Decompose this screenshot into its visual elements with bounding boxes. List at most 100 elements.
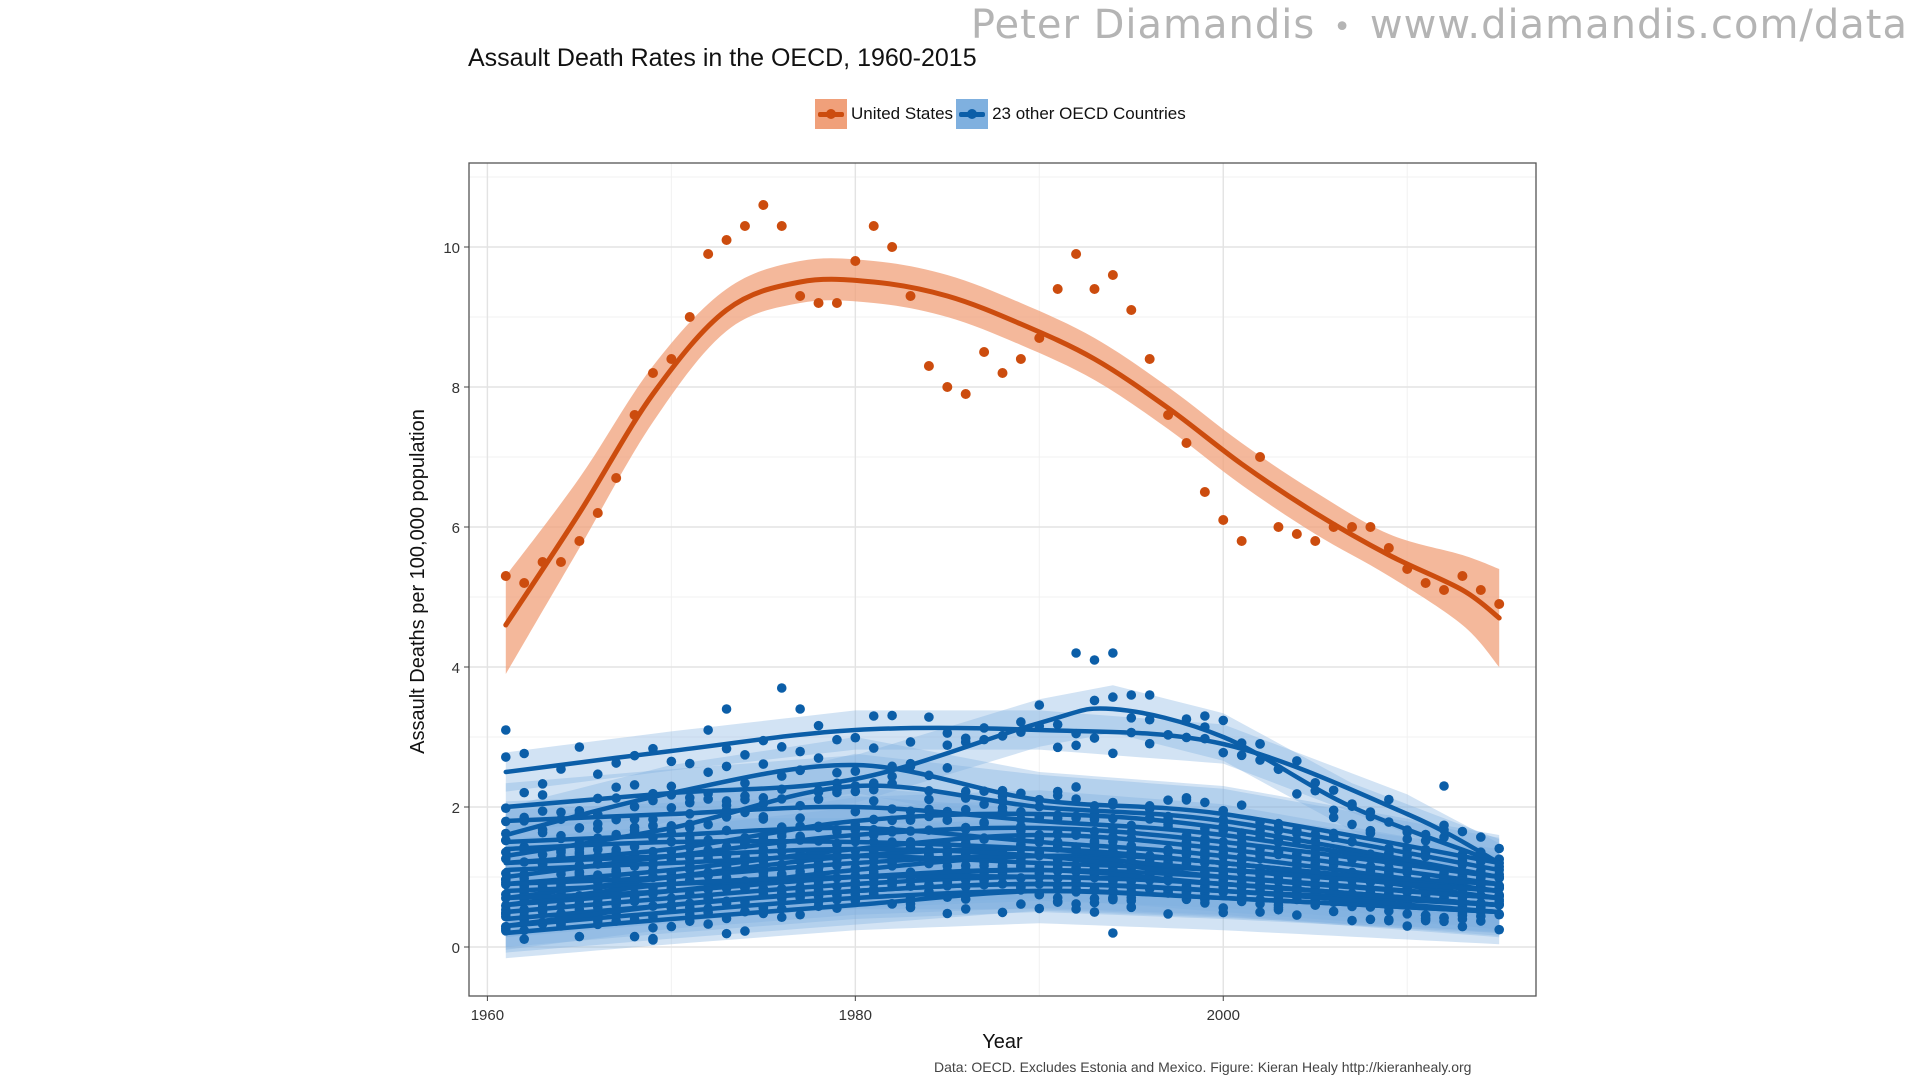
oecd-point xyxy=(1402,909,1413,919)
oecd-point xyxy=(1328,812,1339,823)
oecd-point xyxy=(832,767,842,778)
us-point xyxy=(1199,487,1210,497)
x-tick-label: 1980 xyxy=(839,1007,872,1024)
oecd-point xyxy=(850,732,861,743)
oecd-point xyxy=(1494,924,1505,935)
legend: United States 23 other OECD Countries xyxy=(815,98,1189,130)
oecd-point xyxy=(942,740,953,751)
us-point xyxy=(1089,284,1100,294)
oecd-smooth-line xyxy=(503,783,1502,873)
oecd-point xyxy=(1108,928,1118,938)
oecd-point xyxy=(758,811,769,822)
oecd-point xyxy=(1200,711,1210,721)
us-point xyxy=(758,200,769,210)
oecd-point xyxy=(1144,738,1155,749)
oecd-point xyxy=(776,683,787,693)
oecd-point xyxy=(1089,897,1100,908)
oecd-point xyxy=(666,803,677,813)
oecd-point xyxy=(537,779,548,789)
oecd-point xyxy=(1181,795,1192,805)
oecd-point xyxy=(1328,785,1339,796)
oecd-point xyxy=(666,781,677,792)
legend-item-united-states: United States xyxy=(815,99,953,129)
oecd-point xyxy=(1384,794,1394,805)
oecd-point xyxy=(703,794,713,804)
us-point xyxy=(592,508,603,518)
oecd-smooth-line xyxy=(503,853,1502,894)
us-smooth-line xyxy=(503,276,1502,628)
us-point xyxy=(905,291,916,301)
us-point xyxy=(1475,585,1486,595)
us-point xyxy=(1365,522,1376,532)
oecd-point xyxy=(795,746,805,757)
oecd-point xyxy=(758,759,769,769)
oecd-point xyxy=(611,758,621,768)
us-point xyxy=(1052,284,1063,294)
oecd-point xyxy=(1052,897,1063,907)
us-point xyxy=(1273,522,1284,532)
us-point xyxy=(721,235,732,245)
oecd-point xyxy=(703,819,713,830)
oecd-point xyxy=(740,750,750,760)
oecd-smooth-line xyxy=(503,811,1502,880)
oecd-point xyxy=(703,919,713,929)
oecd-point xyxy=(960,904,971,914)
oecd-point xyxy=(537,827,548,838)
y-tick-label: 10 xyxy=(443,240,460,257)
us-point xyxy=(979,347,990,357)
oecd-point xyxy=(905,737,916,747)
oecd-point xyxy=(1108,648,1118,658)
oecd-point xyxy=(1108,692,1118,702)
oecd-point xyxy=(1016,717,1026,727)
oecd-smooth-line xyxy=(503,832,1502,887)
oecd-confidence-band xyxy=(505,787,1500,897)
oecd-point xyxy=(592,769,603,780)
watermark-separator: • xyxy=(1333,9,1352,45)
oecd-point xyxy=(795,909,805,920)
us-point xyxy=(960,389,971,399)
oecd-point xyxy=(1052,742,1063,753)
oecd-point xyxy=(924,712,934,722)
oecd-point xyxy=(611,782,621,793)
oecd-point xyxy=(574,931,585,942)
x-axis-label: Year xyxy=(982,1031,1023,1053)
oecd-point xyxy=(556,807,566,818)
us-point xyxy=(1328,522,1339,532)
oecd-point xyxy=(960,733,971,744)
oecd-point xyxy=(1144,690,1155,700)
oecd-point xyxy=(795,813,805,823)
oecd-point xyxy=(1457,826,1468,837)
oecd-point xyxy=(519,934,529,944)
oecd-point xyxy=(1089,655,1100,665)
oecd-point xyxy=(648,922,658,933)
oecd-point xyxy=(519,787,529,798)
oecd-point xyxy=(574,823,585,833)
oecd-point xyxy=(942,763,953,773)
oecd-smooth-line xyxy=(503,867,1502,908)
oecd-point xyxy=(813,720,824,731)
x-tick-label: 2000 xyxy=(1207,1007,1240,1024)
us-point xyxy=(1071,249,1082,259)
us-point xyxy=(1218,515,1229,525)
watermark-url: www.diamandis.com/data xyxy=(1369,2,1908,48)
oecd-point xyxy=(850,786,861,797)
oecd-point xyxy=(1347,819,1357,830)
us-point xyxy=(1181,438,1192,448)
oecd-point xyxy=(795,704,805,714)
oecd-point xyxy=(1439,781,1449,791)
legend-key-united-states xyxy=(815,99,847,129)
watermark-author: Peter Diamandis xyxy=(970,2,1316,48)
chart-title: Assault Death Rates in the OECD, 1960-20… xyxy=(468,44,977,72)
oecd-point xyxy=(1126,902,1137,912)
legend-label-united-states: United States xyxy=(851,104,954,123)
oecd-point xyxy=(1255,907,1265,917)
oecd-point xyxy=(960,860,971,871)
us-point xyxy=(1034,333,1045,343)
us-point xyxy=(703,249,714,259)
us-point xyxy=(647,368,658,378)
oecd-point xyxy=(666,921,677,932)
oecd-point xyxy=(813,753,824,763)
us-point xyxy=(1144,354,1155,364)
oecd-point xyxy=(1144,714,1155,725)
